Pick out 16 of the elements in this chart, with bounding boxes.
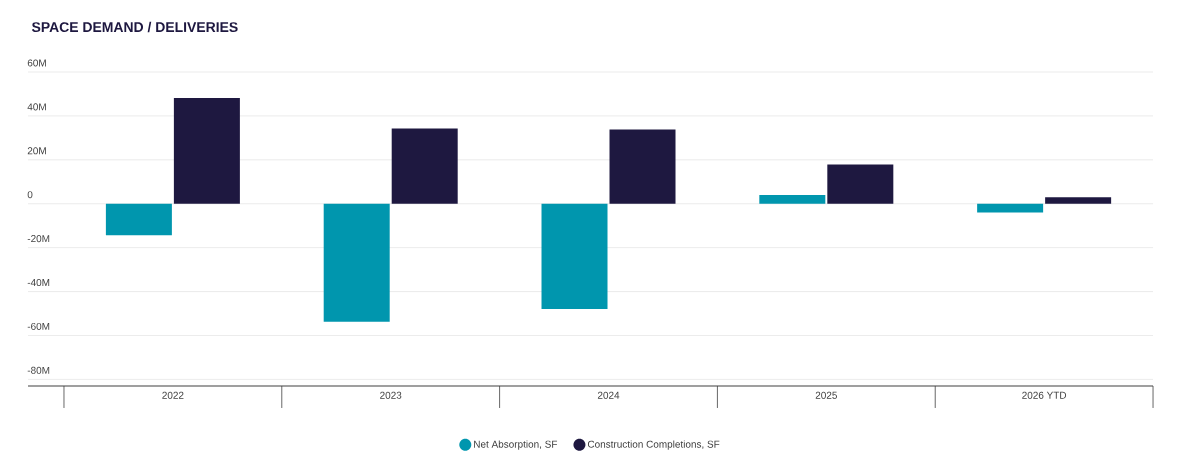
x-tick-label: 2026 YTD xyxy=(1022,391,1067,399)
y-tick-label: 0 xyxy=(27,191,33,199)
y-tick-label: -80M xyxy=(27,366,50,374)
y-tick-label: -40M xyxy=(27,279,50,287)
x-tick-label: 2024 xyxy=(597,391,620,399)
x-tick-label: 2025 xyxy=(815,391,837,399)
chart-title: SPACE DEMAND / DELIVERIES xyxy=(31,21,238,33)
y-tick-label: -60M xyxy=(27,322,50,330)
legend-label: Net Absorption, SF xyxy=(474,440,558,450)
x-tick-label: 2023 xyxy=(380,391,402,399)
y-tick-label: 40M xyxy=(27,103,46,111)
legend-label: Construction Completions, SF xyxy=(587,440,720,450)
x-tick-label: 2022 xyxy=(162,391,184,399)
y-tick-label: 60M xyxy=(27,59,46,67)
y-tick-label: 20M xyxy=(27,147,46,155)
y-tick-label: -20M xyxy=(27,235,50,243)
